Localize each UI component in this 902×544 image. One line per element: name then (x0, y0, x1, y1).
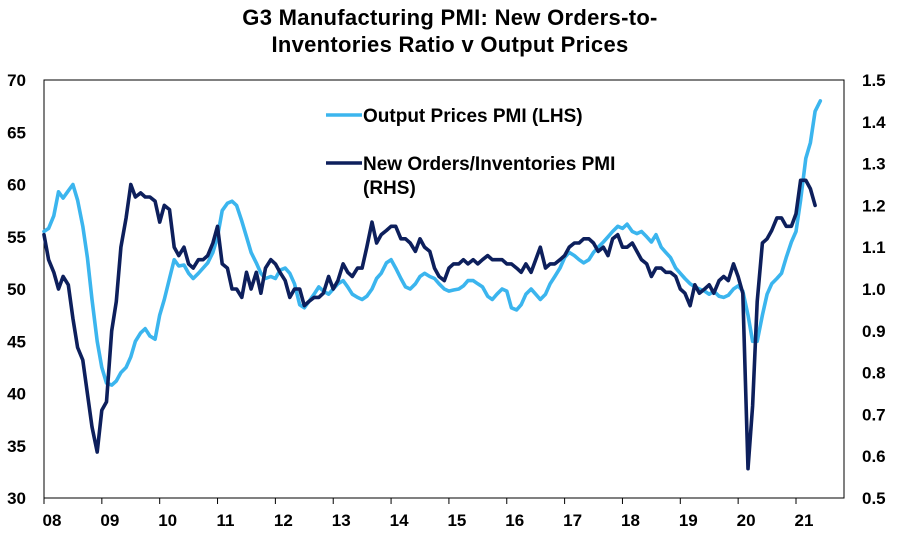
x-tick-label: 08 (43, 511, 62, 530)
legend-label: Output Prices PMI (LHS) (363, 106, 583, 127)
left-tick-label: 70 (7, 71, 26, 90)
right-tick-label: 1.2 (862, 196, 886, 215)
x-tick-label: 20 (737, 511, 756, 530)
chart-title-line-1: G3 Manufacturing PMI: New Orders-to- (242, 5, 658, 30)
right-tick-label: 0.6 (862, 447, 886, 466)
legend: Output Prices PMI (LHS) New Orders/Invent… (326, 106, 615, 199)
left-tick-label: 35 (7, 437, 26, 456)
chart-title: G3 Manufacturing PMI: New Orders-to- Inv… (120, 4, 780, 58)
series-layer (42, 99, 823, 471)
right-axis: 0.5 0.6 0.7 0.8 0.9 1.0 1.1 1.2 1.3 1.4 1.5 (862, 71, 886, 508)
right-tick-label: 0.8 (862, 364, 886, 383)
right-tick-label: 0.7 (862, 405, 886, 424)
x-tick-label: 13 (332, 511, 351, 530)
x-tick-label: 15 (447, 511, 466, 530)
x-tick-label: 12 (274, 511, 293, 530)
legend-label: New Orders/Inventories PMI (363, 154, 615, 175)
x-tick-label: 14 (390, 511, 409, 530)
chart-title-line-2: Inventories Ratio v Output Prices (271, 32, 629, 57)
left-tick-label: 60 (7, 176, 26, 195)
left-tick-label: 30 (7, 489, 26, 508)
series-line-output-prices (42, 99, 823, 387)
x-tick-label: 21 (795, 511, 814, 530)
x-tick-label: 19 (679, 511, 698, 530)
legend-label: (RHS) (363, 178, 416, 199)
x-tick-label: 11 (217, 511, 235, 530)
left-tick-label: 50 (7, 280, 26, 299)
x-tick-label: 18 (621, 511, 640, 530)
right-tick-label: 1.5 (862, 71, 886, 90)
right-tick-label: 1.3 (862, 155, 886, 174)
x-tick-label: 16 (505, 511, 524, 530)
x-tick-label: 17 (563, 511, 582, 530)
right-tick-label: 0.9 (862, 322, 886, 341)
right-tick-label: 1.1 (862, 238, 886, 257)
right-tick-label: 1.0 (862, 280, 886, 299)
left-tick-label: 45 (7, 332, 26, 351)
left-tick-label: 65 (7, 123, 26, 142)
right-tick-label: 1.4 (862, 113, 886, 132)
x-tick-label: 09 (100, 511, 119, 530)
series-line-new-orders-inventories (42, 178, 817, 471)
left-tick-label: 40 (7, 385, 26, 404)
right-tick-label: 0.5 (862, 489, 886, 508)
left-tick-label: 55 (7, 228, 26, 247)
x-axis: 08 09 10 11 12 13 14 15 16 17 18 19 20 21 (43, 498, 814, 530)
left-axis: 30 35 40 45 50 55 60 65 70 (7, 71, 26, 508)
x-tick-label: 10 (158, 511, 177, 530)
